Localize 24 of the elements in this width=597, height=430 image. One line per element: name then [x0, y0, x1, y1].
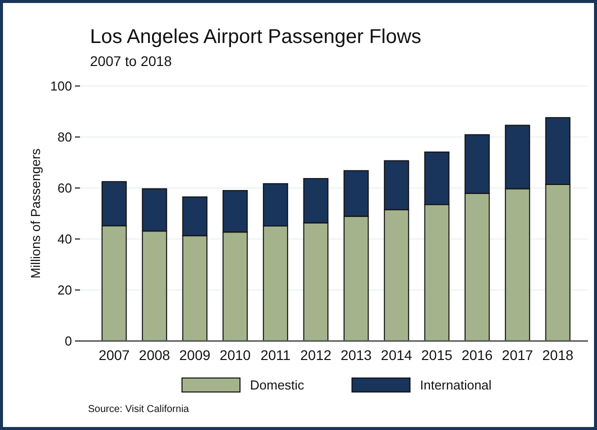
- x-tick-label: 2014: [380, 347, 412, 363]
- y-tick-label: 100: [50, 78, 72, 94]
- x-tick-label: 2010: [220, 347, 251, 363]
- chart-subtitle: 2007 to 2018: [90, 53, 172, 69]
- y-axis-title: Millions of Passengers: [28, 148, 43, 279]
- x-tick-label: 2018: [542, 347, 574, 363]
- y-tick-label: 80: [58, 130, 72, 145]
- legend-label: International: [420, 378, 492, 393]
- y-tick-label: 20: [58, 282, 72, 298]
- x-tick-label: 2017: [502, 347, 534, 363]
- x-tick-label: 2012: [300, 347, 332, 363]
- x-tick-label: 2007: [98, 347, 130, 363]
- chart-title: Los Angeles Airport Passenger Flows: [90, 26, 422, 48]
- x-tick-label: 2016: [462, 347, 493, 363]
- y-tick-label: 0: [64, 334, 72, 349]
- x-tick-label: 2013: [340, 347, 372, 363]
- x-tick-label: 2008: [138, 347, 170, 363]
- y-tick-label: 60: [58, 180, 72, 196]
- y-tick-label: 40: [58, 232, 72, 247]
- x-tick-label: 2011: [260, 347, 291, 363]
- x-tick-label: 2015: [421, 347, 453, 363]
- source-note: Source: Visit California: [88, 404, 190, 415]
- x-tick-label: 2009: [179, 347, 211, 363]
- legend-label: Domestic: [250, 378, 305, 393]
